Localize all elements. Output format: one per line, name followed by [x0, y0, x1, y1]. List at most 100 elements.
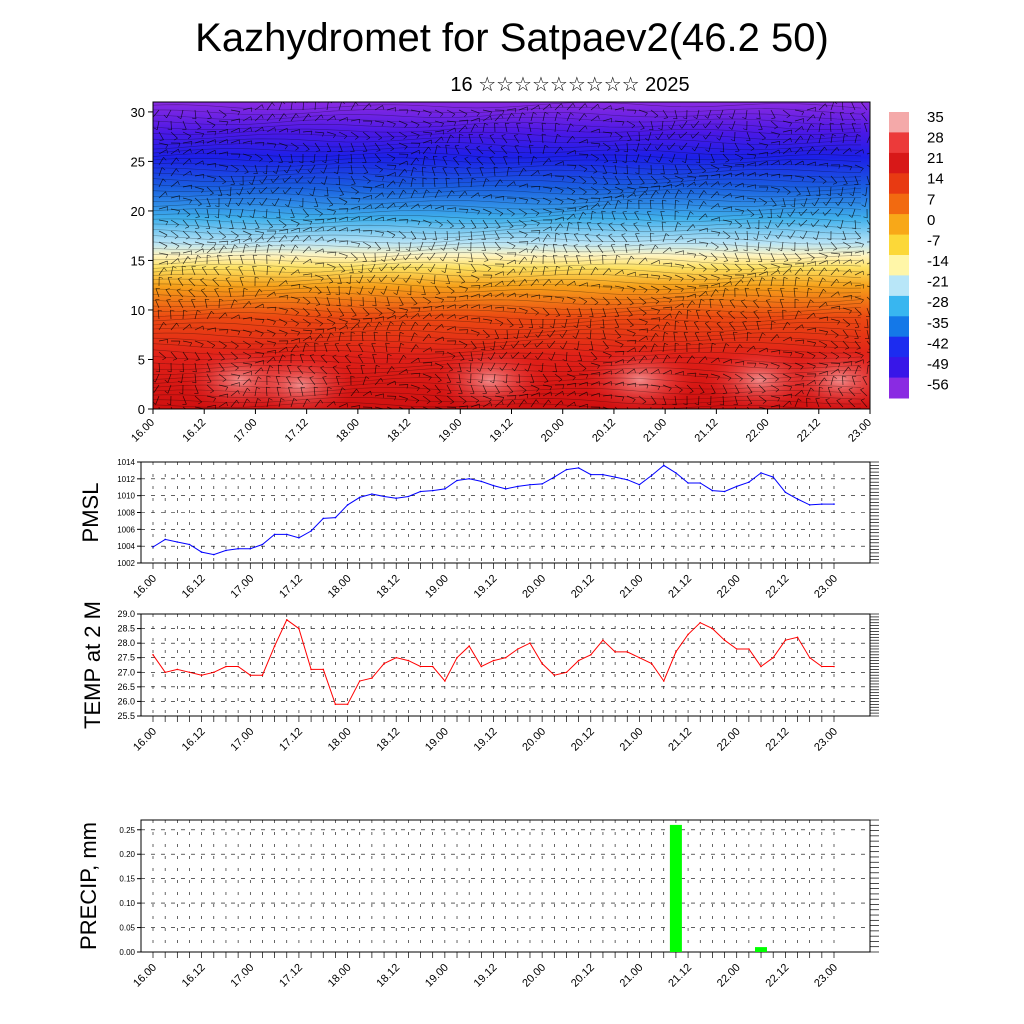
- wind-barb: [422, 131, 432, 134]
- colorbar-swatch: [889, 214, 909, 235]
- wind-barb: [260, 186, 268, 194]
- wind-barb: [527, 362, 532, 372]
- wind-barb-flag: [666, 189, 671, 194]
- wind-barb-flag: [215, 163, 217, 168]
- wind-barb-flag: [753, 237, 757, 240]
- wind-barb: [230, 139, 240, 144]
- wind-barb-flag: [499, 179, 503, 184]
- wind-barb: [722, 288, 726, 298]
- wind-barb: [218, 393, 228, 397]
- data-point: [748, 648, 750, 650]
- wind-barb: [429, 252, 436, 261]
- wind-barb-flag: [825, 398, 830, 400]
- wind-barb: [719, 299, 724, 309]
- wind-barb-flag: [286, 347, 288, 352]
- wind-barb: [626, 296, 634, 304]
- wind-barb-flag: [811, 257, 815, 261]
- wind-barb: [242, 237, 252, 243]
- wind-barb: [782, 277, 785, 287]
- wind-barb: [326, 285, 331, 295]
- wind-barb-flag: [320, 354, 325, 357]
- wind-barb-flag: [343, 201, 348, 206]
- wind-barb: [422, 219, 432, 224]
- wind-barb-flag: [476, 278, 480, 282]
- wind-barb: [746, 278, 752, 287]
- wind-barb: [530, 318, 534, 328]
- wind-barb: [770, 373, 779, 380]
- wind-barb-flag: [461, 281, 466, 284]
- wind-barb: [230, 186, 232, 197]
- wind-barb: [194, 351, 200, 360]
- wind-barb-flag: [502, 381, 507, 384]
- wind-barb-flag: [320, 170, 324, 174]
- wind-barb-flag: [358, 354, 363, 356]
- wind-barb-flag: [765, 364, 769, 369]
- wind-barb-flag: [451, 355, 456, 360]
- wind-barb: [646, 211, 652, 221]
- wind-barb-flag: [739, 344, 743, 348]
- wind-barb-flag: [209, 237, 214, 240]
- wind-barb: [200, 279, 208, 287]
- y-tick-label: 0.25: [119, 826, 135, 835]
- wind-barb: [335, 376, 340, 386]
- wind-barb: [274, 197, 280, 207]
- wind-barb: [489, 135, 496, 144]
- wind-barb: [674, 263, 684, 266]
- data-point: [675, 651, 677, 653]
- wind-barb-flag: [604, 347, 609, 350]
- wind-barb: [554, 279, 562, 287]
- wind-barb: [299, 354, 304, 364]
- wind-barb-flag: [454, 127, 456, 132]
- wind-barb-flag: [743, 361, 745, 366]
- wind-barb: [181, 373, 184, 383]
- wind-barb: [446, 134, 452, 144]
- wind-barb-flag: [574, 233, 579, 235]
- wind-barb-flag: [739, 378, 743, 382]
- wind-barb: [278, 113, 285, 122]
- wind-barb: [758, 362, 768, 366]
- wind-barb-flag: [861, 204, 866, 208]
- wind-barb-flag: [214, 216, 219, 219]
- wind-barb-flag: [284, 145, 288, 150]
- wind-barb: [866, 318, 869, 328]
- wind-barb-flag: [176, 157, 179, 162]
- wind-barb: [230, 362, 239, 369]
- wind-barb: [506, 373, 508, 384]
- wind-barb: [614, 194, 624, 199]
- wind-barb-flag: [595, 158, 599, 162]
- wind-barb-flag: [582, 368, 587, 371]
- wind-barb: [686, 224, 694, 232]
- wind-barb-flag: [616, 254, 621, 258]
- wind-barb-flag: [678, 146, 682, 151]
- wind-barb-flag: [514, 145, 519, 147]
- wind-barb: [326, 102, 329, 111]
- wind-barb-flag: [790, 205, 795, 208]
- wind-barb-flag: [390, 137, 395, 140]
- wind-barb-flag: [632, 333, 636, 337]
- wind-barb-flag: [334, 252, 337, 257]
- wind-barb-flag: [304, 215, 309, 218]
- wind-barb-flag: [237, 375, 241, 380]
- wind-barb-flag: [766, 348, 768, 353]
- wind-barb-flag: [378, 278, 382, 282]
- wind-barb: [254, 318, 265, 320]
- wind-barb: [734, 384, 740, 394]
- wind-barb: [482, 263, 492, 269]
- wind-barb-flag: [789, 264, 793, 269]
- wind-barb-flag: [705, 243, 709, 247]
- wind-barb: [194, 186, 204, 190]
- wind-barb: [518, 219, 527, 226]
- wind-barb-flag: [178, 392, 183, 395]
- wind-barb: [789, 230, 796, 239]
- wind-barb: [578, 307, 582, 317]
- wind-barb: [338, 325, 347, 331]
- wind-barb: [782, 321, 788, 331]
- wind-barb-flag: [430, 204, 432, 209]
- wind-barb: [658, 153, 664, 163]
- wind-barb: [554, 122, 557, 133]
- wind-barb-flag: [305, 313, 310, 317]
- wind-barb: [434, 274, 436, 285]
- wind-barb-flag: [266, 254, 271, 257]
- wind-barb-flag: [560, 201, 564, 205]
- wind-barb: [170, 258, 179, 265]
